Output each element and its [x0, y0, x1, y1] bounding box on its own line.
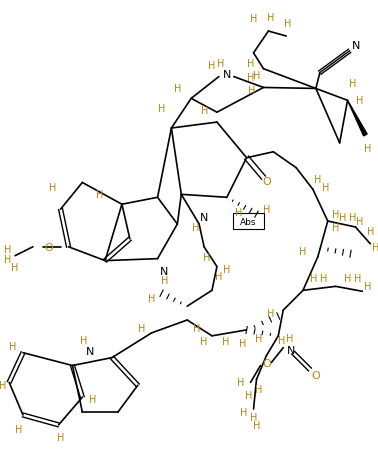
Text: H: H [138, 323, 146, 333]
Text: H: H [372, 242, 378, 252]
Text: H: H [344, 274, 351, 284]
Text: H: H [5, 254, 12, 264]
Text: H: H [364, 143, 371, 153]
Text: H: H [237, 377, 244, 387]
Text: O: O [311, 371, 320, 381]
Text: H: H [148, 294, 155, 304]
Text: H: H [88, 394, 96, 404]
Text: H: H [57, 432, 64, 442]
Text: H: H [349, 78, 356, 88]
Text: H: H [0, 381, 7, 391]
Text: H: H [203, 252, 211, 262]
Text: N: N [352, 41, 361, 51]
Text: O: O [44, 242, 53, 252]
Text: H: H [158, 104, 165, 114]
Text: H: H [253, 420, 260, 430]
Text: H: H [217, 59, 225, 69]
Text: H: H [266, 308, 274, 318]
Text: H: H [223, 264, 231, 274]
Text: H: H [277, 335, 285, 345]
Text: H: H [349, 212, 356, 223]
Text: H: H [356, 96, 363, 106]
Text: H: H [161, 276, 168, 286]
Text: H: H [332, 210, 339, 220]
Text: H: H [208, 60, 216, 70]
Text: H: H [49, 183, 56, 193]
Text: H: H [174, 84, 181, 94]
Text: H: H [201, 106, 209, 116]
Text: O: O [262, 177, 271, 187]
Text: N: N [86, 346, 94, 356]
Text: H: H [253, 70, 260, 80]
Text: H: H [314, 175, 322, 185]
Text: H: H [250, 412, 257, 422]
Polygon shape [347, 101, 367, 137]
Text: H: H [339, 212, 346, 223]
Text: H: H [247, 59, 254, 69]
Text: H: H [96, 190, 104, 200]
Text: H: H [354, 274, 361, 284]
Text: H: H [239, 338, 246, 348]
Text: H: H [194, 323, 201, 333]
Text: H: H [332, 222, 339, 232]
Text: H: H [263, 205, 270, 215]
Text: H: H [192, 222, 200, 232]
Text: H: H [367, 226, 374, 236]
Text: H: H [250, 14, 257, 24]
Text: H: H [248, 86, 255, 96]
Text: H: H [5, 244, 12, 254]
Text: H: H [200, 336, 208, 346]
Text: Abs: Abs [240, 217, 257, 226]
Text: H: H [322, 183, 330, 193]
Text: N: N [223, 69, 231, 79]
Text: H: H [9, 341, 17, 351]
Text: N: N [200, 212, 208, 223]
Text: H: H [235, 207, 242, 218]
Text: H: H [11, 262, 19, 272]
Text: H: H [364, 282, 371, 292]
Text: H: H [285, 19, 292, 29]
Text: H: H [320, 274, 327, 284]
Text: H: H [287, 333, 294, 343]
Text: H: H [15, 424, 23, 434]
Text: H: H [245, 390, 252, 400]
Text: H: H [299, 246, 307, 256]
Text: H: H [255, 384, 262, 394]
Text: H: H [215, 272, 223, 282]
Text: N: N [160, 266, 169, 276]
Text: H: H [266, 13, 274, 23]
Bar [233, 214, 265, 230]
Text: H: H [222, 336, 229, 346]
Text: H: H [255, 333, 262, 343]
Text: H: H [310, 274, 318, 284]
Text: H: H [240, 407, 247, 417]
Text: H: H [80, 335, 87, 345]
Text: H: H [247, 73, 254, 83]
Text: N: N [287, 345, 295, 355]
Text: H: H [356, 216, 363, 226]
Text: O: O [262, 358, 271, 368]
